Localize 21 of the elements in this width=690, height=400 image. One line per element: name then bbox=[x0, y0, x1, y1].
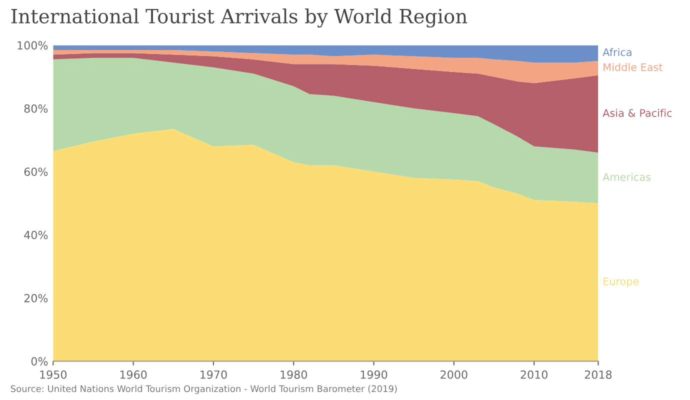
x-tick-label: 2000 bbox=[440, 370, 468, 379]
x-tick-label: 1980 bbox=[280, 370, 308, 379]
series-label: Africa bbox=[602, 48, 632, 56]
series-label: Asia & Pacific bbox=[602, 108, 672, 117]
x-tick-label: 1990 bbox=[360, 370, 388, 379]
series-label: Middle East bbox=[604, 63, 663, 72]
y-tick-label: 100% bbox=[18, 41, 48, 50]
series-label: Europe bbox=[604, 277, 639, 288]
series-label: Americas bbox=[602, 172, 650, 181]
source-note: Source: United Nations World Tourism Organization - World Tourism Barometer (2019) bbox=[10, 385, 397, 394]
y-tick-label: 0% bbox=[31, 357, 48, 366]
y-tick-label: 40% bbox=[24, 230, 48, 240]
x-tick-label: 2010 bbox=[520, 370, 548, 379]
x-tick-label: 1950 bbox=[40, 370, 67, 379]
y-tick-label: 20% bbox=[24, 294, 48, 302]
x-tick-label: 1960 bbox=[120, 370, 147, 379]
x-tick-label: 2018 bbox=[584, 370, 612, 379]
x-tick-label: 1970 bbox=[200, 370, 227, 379]
chart-title: International Tourist Arrivals by World Region bbox=[11, 8, 468, 28]
y-tick-label: 80% bbox=[24, 104, 48, 113]
y-tick-label: 60% bbox=[24, 168, 48, 176]
